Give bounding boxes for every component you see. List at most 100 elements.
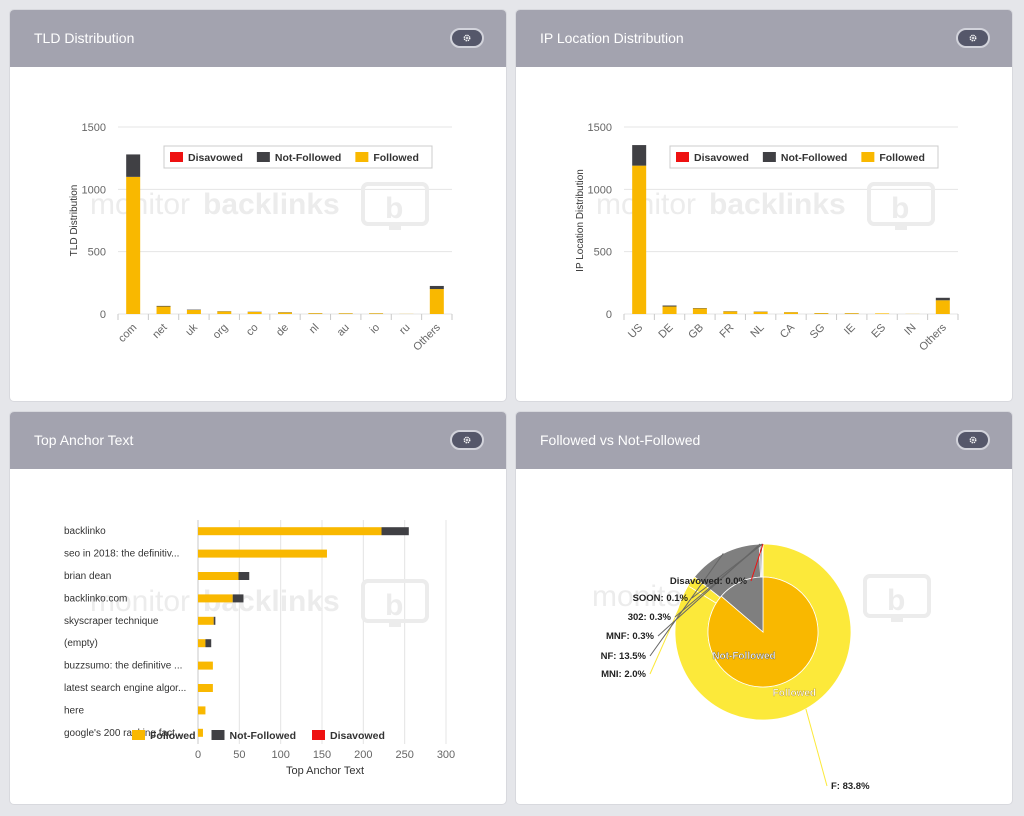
- bar-not-followed-3: [232, 594, 244, 603]
- bar-followed-3: [198, 594, 233, 603]
- settings-button[interactable]: [450, 28, 484, 48]
- outer-label: SOON: 0.1%: [633, 593, 689, 604]
- legend-label: Not-Followed: [781, 152, 848, 164]
- watermark-stand-icon: [389, 621, 401, 627]
- bar-followed-7: [198, 684, 213, 692]
- y-tick-label: 1000: [588, 184, 612, 196]
- bar-followed-es: [875, 313, 890, 314]
- panel-title: IP Location Distribution: [540, 30, 684, 46]
- settings-button[interactable]: [956, 430, 990, 450]
- watermark-logo-letter: b: [887, 584, 905, 617]
- watermark-stand-icon: [891, 616, 903, 622]
- watermark-text-light: monitor: [90, 585, 190, 618]
- x-tick-label: org: [211, 322, 231, 342]
- bar-followed-ca: [784, 312, 798, 314]
- x-tick-label: com: [116, 322, 139, 345]
- x-tick-label: CA: [778, 321, 798, 341]
- bar-not-followed-us: [632, 145, 647, 166]
- bar-followed-0: [198, 527, 382, 536]
- x-tick-label: 200: [354, 749, 372, 761]
- bar-followed-6: [198, 661, 213, 670]
- watermark-text-bold: backlinks: [709, 188, 846, 221]
- legend-box: [163, 145, 433, 169]
- x-tick-label: au: [335, 322, 352, 339]
- bar-not-followed-others: [429, 285, 444, 290]
- bar-followed-nl: [308, 313, 323, 314]
- anchor-chart: 0 50 100 150 200 250 300 Top Anchor Text monitor…: [64, 520, 455, 777]
- legend-label: Not-Followed: [230, 730, 297, 742]
- bar-followed-us: [632, 165, 647, 314]
- y-tick-label: 500: [594, 247, 612, 259]
- gear-icon: [463, 436, 471, 444]
- bar-followed-uk: [186, 310, 201, 314]
- y-category-label: google's 200 ranking fact...: [64, 728, 183, 739]
- panel-title: TLD Distribution: [34, 30, 135, 46]
- legend-swatch: [256, 152, 270, 162]
- bar-followed-de: [278, 312, 292, 314]
- bar-followed-sg: [814, 313, 829, 314]
- x-tick-label: 150: [313, 749, 331, 761]
- panel-header: IP Location Distribution: [516, 10, 1012, 67]
- y-tick-label: 0: [606, 309, 612, 321]
- legend-label: Disavowed: [694, 152, 749, 164]
- x-tick-label: net: [150, 322, 169, 341]
- y-tick-label: 1500: [588, 122, 612, 134]
- outer-label: Disavowed: 0.0%: [670, 576, 748, 587]
- x-tick-label: IE: [842, 322, 858, 338]
- y-category-label: here: [64, 705, 84, 716]
- settings-button[interactable]: [956, 28, 990, 48]
- legend-swatch: [312, 730, 325, 740]
- inner-slice-not-followed: [720, 576, 764, 633]
- x-tick-label: Others: [411, 321, 443, 353]
- x-tick-label: NL: [748, 322, 766, 340]
- y-category-label: latest search engine algor...: [64, 683, 186, 694]
- legend: Disavowed Not-Followed Followed: [163, 145, 433, 169]
- watermark-text-bold: backlinks: [203, 188, 340, 221]
- outer-label: 302: 0.3%: [628, 612, 672, 623]
- bar-followed-nl: [753, 311, 768, 314]
- bar-followed-au: [338, 313, 353, 314]
- bar-followed-8: [198, 706, 206, 715]
- legend: Disavowed Not-Followed Followed: [669, 145, 939, 169]
- gear-icon: [969, 34, 977, 42]
- legend: Followed Not-Followed Disavowed: [132, 730, 385, 742]
- legend-swatch: [676, 152, 689, 162]
- x-tick-label: co: [244, 322, 261, 339]
- x-tick-label: DE: [656, 322, 675, 341]
- bar-not-followed-net: [156, 305, 171, 307]
- settings-button[interactable]: [450, 430, 484, 450]
- leader-line: [750, 543, 764, 582]
- y-category-label: backlinko.com: [64, 593, 127, 604]
- bar-followed-1: [198, 549, 327, 558]
- legend-swatch: [211, 730, 225, 740]
- leader-line: [805, 708, 828, 787]
- bar-followed-de: [662, 306, 677, 314]
- top-anchor-text-panel: Top Anchor Text 0 50 100 150 200 250 300 Top An…: [10, 412, 506, 804]
- tld-distribution-panel: TLD Distribution 0 500 1000 1500 TLD Distrib…: [10, 10, 506, 401]
- legend-swatch: [762, 152, 776, 162]
- legend-swatch: [132, 730, 145, 740]
- x-tick-label: 50: [233, 749, 245, 761]
- bar-followed-4: [198, 616, 214, 625]
- y-category-label: buzzsumo: the definitive ...: [64, 661, 182, 672]
- bar-followed-com: [126, 176, 141, 314]
- y-category-label: seo in 2018: the definitiv...: [64, 549, 179, 560]
- bar-followed-2: [198, 572, 239, 580]
- bar-not-followed-4: [213, 616, 216, 625]
- bar-not-followed-com: [126, 154, 141, 177]
- bar-not-followed-de: [662, 305, 677, 307]
- legend-swatch: [861, 152, 875, 162]
- watermark-logo-letter: b: [385, 192, 403, 225]
- legend-label: Disavowed: [188, 152, 243, 164]
- outer-label: NF: 13.5%: [601, 651, 647, 662]
- legend-label: Followed: [879, 152, 925, 164]
- legend-label: Not-Followed: [275, 152, 342, 164]
- gear-icon: [969, 436, 977, 444]
- x-tick-label: IN: [902, 322, 918, 338]
- y-axis-title: TLD Distribution: [69, 185, 80, 257]
- x-axis-title: Top Anchor Text: [286, 765, 364, 777]
- bar-followed-net: [156, 306, 171, 314]
- y-category-label: backlinko: [64, 526, 106, 537]
